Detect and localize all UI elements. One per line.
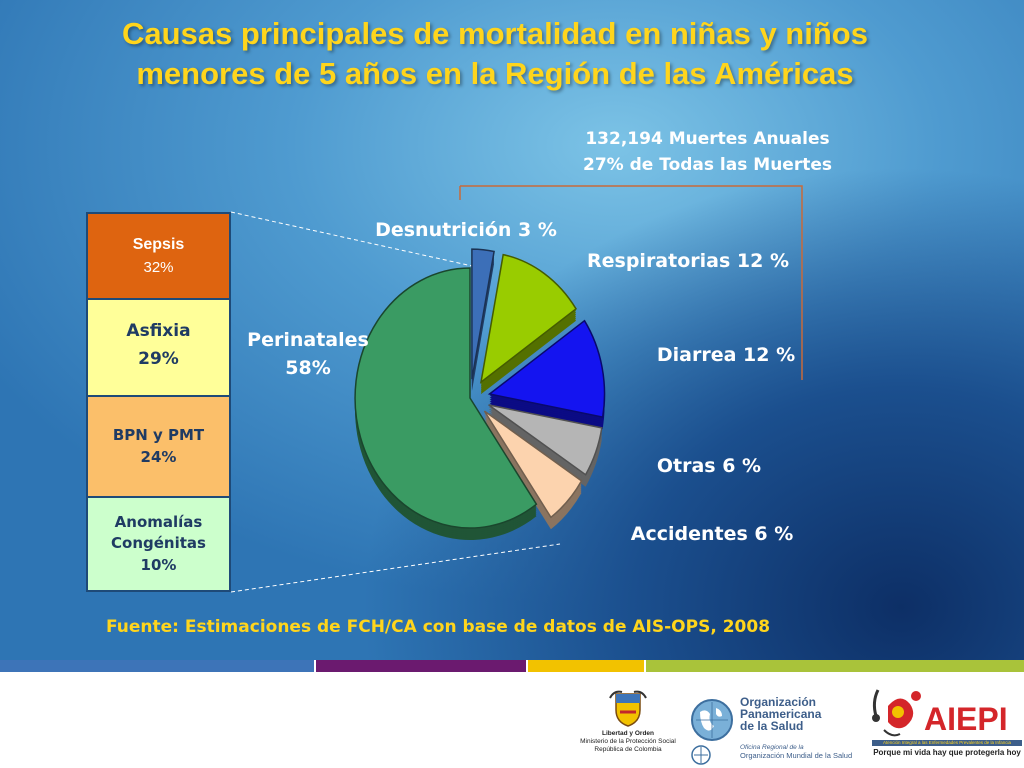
title-line-1: Causas principales de mortalidad en niña…: [122, 16, 868, 51]
aiepi-child-icon: [872, 689, 921, 737]
connector-line-bottom: [230, 543, 561, 593]
colombia-logo: Libertad y Orden Ministerio de la Protec…: [578, 688, 678, 768]
colombia-country: República de Colombia: [594, 746, 662, 753]
stripe-green: [646, 660, 1024, 672]
coat-of-arms-icon: [609, 690, 647, 727]
pie-label: Perinatales 58%: [247, 329, 369, 379]
colombia-motto: Libertad y Orden: [601, 730, 654, 737]
breakdown-segment-label: Sepsis: [132, 235, 185, 253]
ops-sub-line-1: Oficina Regional de la: [740, 744, 804, 751]
ops-name-line-3: de la Salud: [740, 719, 804, 733]
stripe-yellow: [528, 660, 644, 672]
footer-color-stripe: [0, 660, 1024, 672]
breakdown-segment: BPN y PMT 24%: [88, 397, 229, 498]
pie-label-name: Perinatales: [247, 329, 369, 351]
aiepi-wordmark: AIEPI: [924, 701, 1008, 737]
pie-label: Diarrea 12 %: [657, 344, 795, 366]
who-emblem-icon: [691, 745, 711, 765]
pie-slice: [488, 404, 603, 476]
breakdown-segment: Asfixia 29%: [88, 300, 229, 397]
aiepi-full-name: Atención Integral a las Enfermedades Pre…: [872, 740, 1022, 746]
share-of-deaths-line: 27% de Todas las Muertes: [583, 155, 832, 175]
breakdown-segment-label: Anomalías: [114, 512, 203, 531]
breakdown-segment-value: 24%: [140, 447, 177, 466]
pie-label: Desnutrición 3 %: [375, 219, 557, 241]
pie-slice: [354, 267, 538, 529]
title-line-2: menores de 5 años en la Región de las Am…: [136, 56, 854, 91]
ops-sub-line-2: Organización Mundial de la Salud: [740, 751, 853, 760]
paho-globe-icon: [691, 699, 733, 741]
pie-chart: Perinatales 58% Desnutrición 3 % Respirator…: [230, 185, 803, 593]
breakdown-segment-value: 10%: [140, 555, 177, 574]
breakdown-segment-value: 32%: [143, 258, 174, 276]
breakdown-segment: Sepsis 32%: [88, 214, 229, 300]
breakdown-segment-label: Congénitas: [111, 533, 206, 552]
breakdown-segment-value: 29%: [138, 348, 179, 369]
slide-title: Causas principales de mortalidad en niña…: [0, 14, 990, 94]
connector-line-top: [230, 211, 491, 271]
pie-label: Otras 6 %: [657, 455, 761, 477]
source-note: Fuente: Estimaciones de FCH/CA con base …: [106, 617, 771, 637]
stripe-purple: [316, 660, 526, 672]
group-bracket: [460, 185, 803, 380]
pie-label-value: 58%: [285, 357, 330, 379]
pie-slice: [479, 253, 577, 384]
annual-deaths-line: 132,194 Muertes Anuales: [585, 129, 830, 149]
annual-deaths-note: 132,194 Muertes Anuales 27% de Todas las…: [560, 126, 855, 178]
breakdown-segment-label: Asfixia: [126, 320, 191, 341]
aiepi-logo: AIEPI Atención Integral a las Enfermedad…: [866, 682, 1022, 768]
pie-slice: [487, 319, 606, 418]
pie-label: Accidentes 6 %: [631, 523, 794, 545]
stripe-blue: [0, 660, 314, 672]
pie-label: Respiratorias 12 %: [587, 250, 789, 272]
footer-logos: Libertad y Orden Ministerio de la Protec…: [0, 672, 1024, 768]
aiepi-tagline: Porque mi vida hay que protegerla hoy: [873, 748, 1021, 757]
ops-name-line-2: Panamericana: [740, 707, 822, 721]
ops-name-line-1: Organización: [740, 695, 817, 709]
pie-slice: [471, 248, 495, 380]
pie-slice: [483, 410, 583, 519]
perinatal-breakdown-bar: Sepsis 32% Asfixia 29% BPN y PMT 24% Anomalías…: [86, 212, 231, 592]
breakdown-segment: Anomalías Congénitas 10%: [88, 498, 229, 590]
colombia-ministry: Ministerio de la Protección Social: [580, 738, 676, 745]
ops-logo: Organización Panamericana de la Salud Of…: [690, 694, 860, 768]
breakdown-segment-label: BPN y PMT: [112, 425, 205, 444]
